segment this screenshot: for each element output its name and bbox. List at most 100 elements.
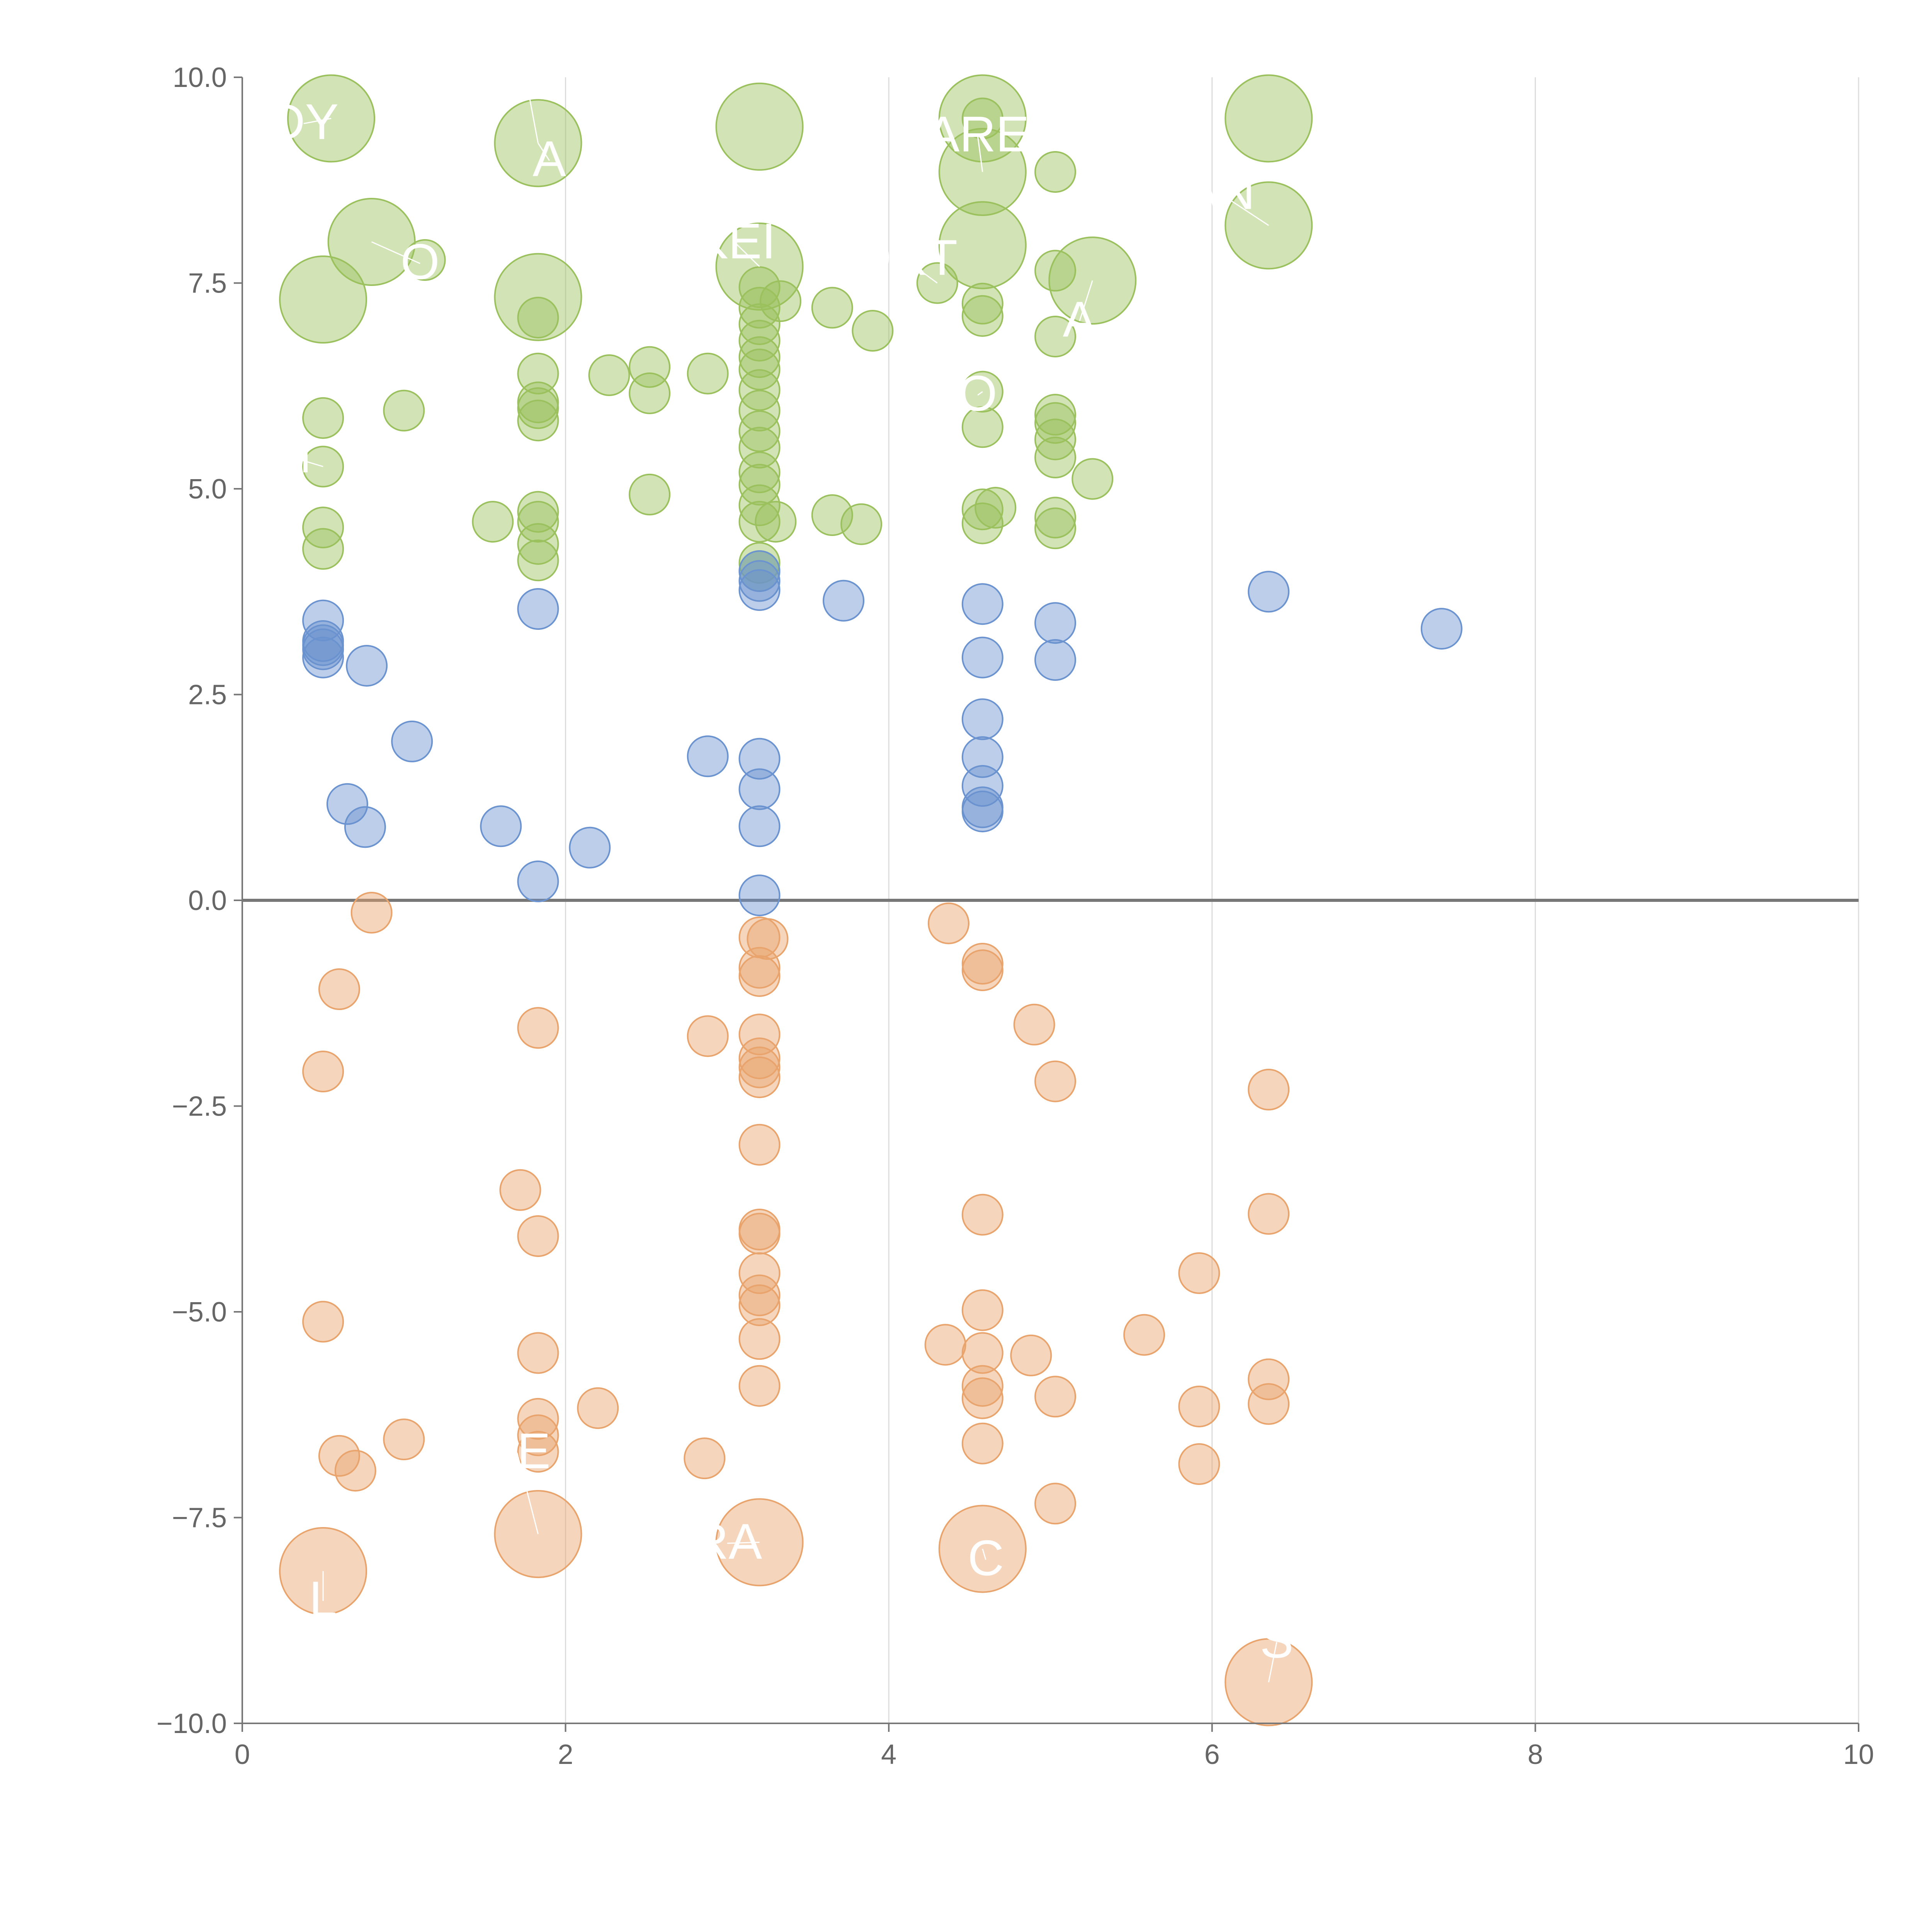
data-point-high <box>629 473 671 515</box>
data-point-high <box>715 82 804 171</box>
data-point-high <box>687 352 729 395</box>
data-point-low <box>1248 1193 1290 1235</box>
annotation-label: KEI <box>695 213 776 269</box>
data-point-low <box>517 1332 559 1374</box>
data-point-low <box>1034 1483 1077 1525</box>
data-point-low <box>738 1056 781 1098</box>
axis-layer: −10.0 −7.5 −5.0 −2.5 0.0 2.5 5.0 7.5 10.0 0 2 4 6 8 10 <box>156 62 1874 1770</box>
annotation-leader <box>905 259 938 284</box>
data-point-low <box>961 1365 1003 1407</box>
data-point-low <box>687 1015 729 1057</box>
data-point-high <box>1034 418 1077 461</box>
annotation-leader <box>524 74 539 143</box>
annotation-label: DY <box>269 94 339 150</box>
data-point-mid <box>1248 571 1290 613</box>
data-point-low <box>517 1414 559 1456</box>
data-point-mid <box>391 720 433 762</box>
y-tick-label: 5.0 <box>188 474 227 505</box>
data-point-low <box>383 1418 425 1461</box>
x-tick-label: 6 <box>1204 1739 1220 1770</box>
data-point-low <box>517 1007 559 1049</box>
annotation-label: O <box>958 365 997 422</box>
data-point-mid <box>961 698 1003 740</box>
data-point-low <box>738 1252 781 1294</box>
data-point-low <box>747 918 789 960</box>
data-point-low <box>517 1215 559 1257</box>
data-point-high <box>961 295 1003 337</box>
x-tick-label: 0 <box>235 1739 250 1770</box>
x-tick-label: 10 <box>1843 1739 1874 1770</box>
data-point-high <box>1225 74 1313 163</box>
data-point-high <box>629 372 671 414</box>
data-point-low <box>738 1318 781 1360</box>
data-point-low <box>1178 1443 1220 1485</box>
data-point-low <box>927 902 969 944</box>
data-point-high <box>1034 402 1077 444</box>
data-point-low <box>302 1051 344 1093</box>
data-point-mid <box>738 738 781 780</box>
annotation-leader <box>982 1549 986 1560</box>
y-tick-label: −5.0 <box>172 1297 227 1328</box>
data-point-high <box>517 539 559 582</box>
annotation-label: L <box>309 1571 337 1627</box>
data-point-high <box>1034 250 1077 292</box>
data-point-low <box>961 1194 1003 1236</box>
data-point-low <box>961 1289 1003 1331</box>
y-tick-label: 10.0 <box>173 62 227 93</box>
data-point-mid <box>569 827 611 869</box>
y-tick-label: −10.0 <box>156 1708 227 1739</box>
data-point-low <box>318 968 360 1010</box>
data-point-low <box>961 1332 1003 1374</box>
data-point-mid <box>344 806 386 848</box>
data-point-mid <box>738 550 781 592</box>
data-point-low <box>1034 1376 1077 1418</box>
data-point-high <box>738 320 781 362</box>
data-point-low <box>738 1037 781 1079</box>
y-tick-label: 0.0 <box>188 885 227 916</box>
y-tick-label: −2.5 <box>172 1091 227 1122</box>
data-point-mid <box>961 790 1003 832</box>
annotation-leader <box>977 391 983 396</box>
data-point-high <box>517 296 559 338</box>
data-point-low <box>738 1365 781 1407</box>
annotation-label: PE <box>483 1423 550 1479</box>
data-point-low <box>302 1301 344 1343</box>
annotation-leader <box>291 456 323 467</box>
data-point-low <box>1248 1383 1290 1425</box>
y-tick-label: 7.5 <box>188 268 227 299</box>
annotation-leader <box>727 1541 760 1544</box>
annotation-label: O <box>401 233 440 290</box>
data-point-high <box>302 397 344 439</box>
data-point-low <box>1248 1358 1290 1400</box>
data-point-mid <box>823 580 865 622</box>
data-point-high <box>302 528 344 570</box>
annotation-leader <box>516 1452 539 1534</box>
data-point-mid <box>326 783 368 825</box>
data-point-low <box>738 1213 781 1255</box>
data-point-high <box>840 503 883 545</box>
data-point-mid <box>517 861 559 903</box>
data-point-low <box>924 1324 966 1366</box>
data-point-low <box>738 1046 781 1088</box>
grid-layer <box>242 77 1859 1723</box>
data-point-mid <box>302 636 344 679</box>
annotation-leader <box>977 136 983 172</box>
data-point-high <box>738 451 781 493</box>
data-point-high <box>811 287 853 329</box>
data-point-mid <box>961 765 1003 807</box>
annotation-label: A <box>1063 291 1096 347</box>
data-point-high <box>302 507 344 549</box>
data-point-mid <box>961 583 1003 625</box>
data-point-high <box>1034 315 1077 357</box>
data-point-high <box>517 501 559 543</box>
data-point-high <box>472 501 514 543</box>
annotation-leader <box>1268 1642 1277 1682</box>
data-point-high <box>1071 458 1114 500</box>
data-point-high <box>961 488 1003 531</box>
data-point-high <box>961 282 1003 325</box>
data-point-low <box>499 1169 541 1211</box>
data-point-high <box>961 97 1003 139</box>
data-point-high <box>1034 497 1077 539</box>
annotation-label: AN <box>1185 163 1255 220</box>
